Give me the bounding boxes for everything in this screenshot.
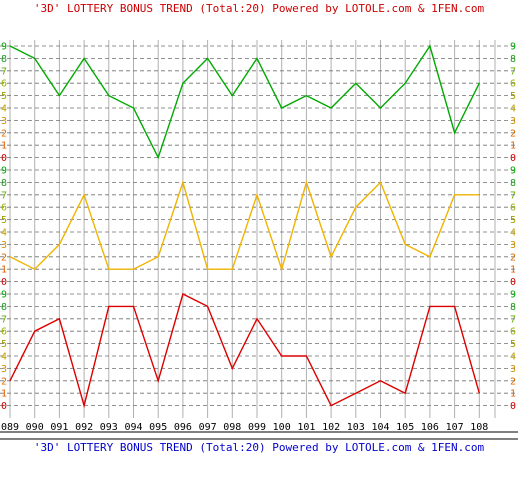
x-tick-label: 103 xyxy=(347,422,365,433)
y-tick-label-right: 8 xyxy=(510,54,516,65)
y-tick-label-left: 8 xyxy=(1,54,7,65)
y-tick-label-left: 9 xyxy=(1,166,7,177)
x-tick-label: 102 xyxy=(322,422,340,433)
y-tick-label-right: 1 xyxy=(510,389,516,400)
x-tick-label: 101 xyxy=(297,422,315,433)
y-tick-label-right: 0 xyxy=(510,401,516,412)
y-tick-label-left: 2 xyxy=(1,376,7,387)
x-tick-label: 097 xyxy=(199,422,217,433)
y-tick-label-right: 5 xyxy=(510,215,516,226)
y-tick-label-right: 5 xyxy=(510,91,516,102)
y-tick-label-right: 1 xyxy=(510,265,516,276)
x-tick-label: 107 xyxy=(446,422,464,433)
y-tick-label-left: 0 xyxy=(1,277,7,288)
x-tick-label: 094 xyxy=(124,422,142,433)
chart-title-top: '3D' LOTTERY BONUS TREND (Total:20) Powe… xyxy=(34,2,485,15)
chart-grid xyxy=(0,40,518,418)
y-tick-label-left: 5 xyxy=(1,215,7,226)
x-tick-label: 099 xyxy=(248,422,266,433)
y-tick-label-right: 6 xyxy=(510,79,516,90)
y-tick-label-right: 2 xyxy=(510,128,516,139)
y-tick-label-right: 4 xyxy=(510,104,516,115)
y-tick-label-left: 5 xyxy=(1,339,7,350)
series-line-2 xyxy=(9,180,480,272)
y-tick-label-right: 7 xyxy=(510,314,516,325)
x-tick-label: 104 xyxy=(371,422,389,433)
y-tick-label-right: 2 xyxy=(510,376,516,387)
chart-title-bottom: '3D' LOTTERY BONUS TREND (Total:20) Powe… xyxy=(34,441,485,454)
y-tick-label-left: 8 xyxy=(1,178,7,189)
x-tick-label: 092 xyxy=(75,422,93,433)
x-tick-label: 106 xyxy=(421,422,439,433)
y-tick-label-right: 9 xyxy=(510,42,516,53)
y-tick-label-left: 3 xyxy=(1,364,7,375)
y-tick-label-left: 4 xyxy=(1,228,7,239)
x-tick-label: 108 xyxy=(470,422,488,433)
y-tick-label-left: 6 xyxy=(1,203,7,214)
y-tick-label-left: 6 xyxy=(1,327,7,338)
y-tick-label-left: 4 xyxy=(1,104,7,115)
y-tick-label-left: 9 xyxy=(1,290,7,301)
y-tick-label-left: 2 xyxy=(1,252,7,263)
x-tick-label: 089 xyxy=(1,422,19,433)
y-tick-label-right: 6 xyxy=(510,203,516,214)
y-tick-label-right: 7 xyxy=(510,190,516,201)
x-tick-label: 105 xyxy=(396,422,414,433)
y-tick-label-left: 7 xyxy=(1,314,7,325)
y-tick-label-left: 3 xyxy=(1,240,7,251)
y-tick-label-left: 0 xyxy=(1,153,7,164)
y-tick-label-left: 7 xyxy=(1,190,7,201)
y-tick-label-right: 3 xyxy=(510,240,516,251)
y-tick-label-right: 9 xyxy=(510,166,516,177)
y-tick-label-right: 3 xyxy=(510,364,516,375)
chart-series xyxy=(9,44,480,409)
y-tick-label-left: 3 xyxy=(1,116,7,127)
y-tick-label-right: 9 xyxy=(510,290,516,301)
y-tick-label-left: 4 xyxy=(1,352,7,363)
y-tick-label-right: 4 xyxy=(510,352,516,363)
y-tick-label-left: 7 xyxy=(1,66,7,77)
y-tick-label-left: 6 xyxy=(1,79,7,90)
x-tick-label: 095 xyxy=(149,422,167,433)
y-tick-label-left: 1 xyxy=(1,389,7,400)
y-tick-label-right: 2 xyxy=(510,252,516,263)
series-line-3 xyxy=(9,292,480,409)
x-tick-label: 096 xyxy=(174,422,192,433)
x-axis: 089 090 091 092 093 094 095 096 097 098 099 100 101 1… xyxy=(0,422,518,440)
y-tick-label-right: 4 xyxy=(510,228,516,239)
x-tick-label: 093 xyxy=(100,422,118,433)
y-tick-label-left: 0 xyxy=(1,401,7,412)
y-tick-label-right: 5 xyxy=(510,339,516,350)
y-tick-label-right: 8 xyxy=(510,302,516,313)
y-tick-label-right: 6 xyxy=(510,327,516,338)
y-tick-label-right: 8 xyxy=(510,178,516,189)
y-tick-label-right: 7 xyxy=(510,66,516,77)
y-tick-label-right: 0 xyxy=(510,277,516,288)
y-tick-label-right: 1 xyxy=(510,141,516,152)
y-tick-label-left: 5 xyxy=(1,91,7,102)
x-tick-label: 091 xyxy=(50,422,68,433)
y-tick-label-left: 1 xyxy=(1,141,7,152)
y-tick-label-left: 1 xyxy=(1,265,7,276)
x-tick-label: 100 xyxy=(273,422,291,433)
x-tick-label: 098 xyxy=(223,422,241,433)
y-tick-label-left: 9 xyxy=(1,42,7,53)
y-tick-label-right: 0 xyxy=(510,153,516,164)
y-tick-label-left: 2 xyxy=(1,128,7,139)
y-tick-label-left: 8 xyxy=(1,302,7,313)
series-line-1 xyxy=(9,44,480,160)
x-tick-label: 090 xyxy=(26,422,44,433)
y-tick-label-right: 3 xyxy=(510,116,516,127)
